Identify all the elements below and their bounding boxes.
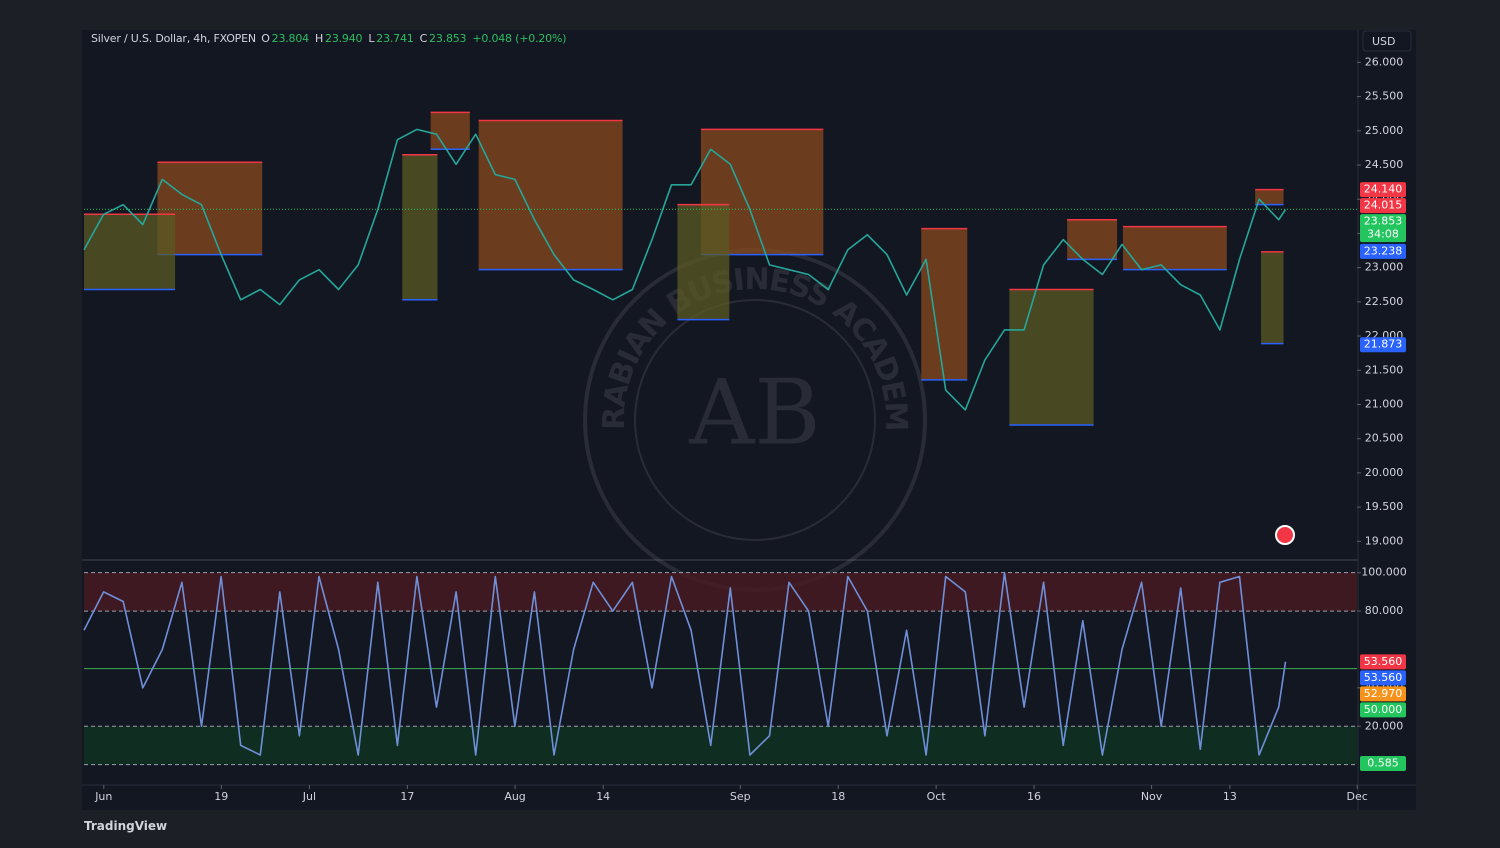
ohlc-key: O <box>261 32 270 45</box>
zone <box>478 120 623 270</box>
currency-box[interactable] <box>1362 30 1412 52</box>
x-tick-label: 16 <box>1027 790 1041 803</box>
x-tick-label: Dec <box>1347 790 1368 803</box>
symbol-title: Silver / U.S. Dollar, 4h, FXOPEN <box>91 32 256 45</box>
x-tick-label: Oct <box>927 790 947 803</box>
ohlc-value: 23.940 <box>325 32 363 45</box>
y-tick-label: 23.000 <box>1365 261 1404 274</box>
y-tick-label: 21.000 <box>1365 397 1404 410</box>
y-tick-label: 26.000 <box>1365 55 1404 68</box>
y-tick-label: 100.000 <box>1361 566 1407 579</box>
y-tick-label: 25.500 <box>1365 90 1404 103</box>
price-badge <box>1360 182 1406 198</box>
price-badge-label: 53.560 <box>1364 671 1403 684</box>
x-tick-label: Sep <box>730 790 751 803</box>
series-line <box>83 571 1287 756</box>
zone <box>921 228 968 380</box>
y-tick-label: 19.000 <box>1365 534 1404 547</box>
y-tick-label: 20.500 <box>1365 432 1404 445</box>
ohlc-key: L <box>368 32 375 45</box>
brand: TradingView <box>84 819 168 833</box>
y-tick-label: 22.500 <box>1365 295 1404 308</box>
x-tick-label: 19 <box>214 790 228 803</box>
price-badge-label: 0.585 <box>1367 757 1399 770</box>
watermark-logo: AB <box>688 360 820 465</box>
zone <box>402 154 438 300</box>
y-tick-label: 19.500 <box>1365 500 1404 513</box>
y-tick-label: 80.000 <box>1365 604 1404 617</box>
x-tick-label: Jul <box>302 790 316 803</box>
zone <box>84 214 176 290</box>
band <box>84 572 1357 612</box>
zone <box>1009 289 1094 425</box>
countdown: 34:08 <box>1367 228 1399 241</box>
price-badge-label: 24.140 <box>1364 183 1403 196</box>
x-tick-label: 17 <box>400 790 414 803</box>
zone <box>1261 251 1284 344</box>
price-badge <box>1360 337 1406 353</box>
price-badge <box>1360 702 1406 718</box>
ohlc-key: H <box>314 32 324 45</box>
event-icon[interactable] <box>1275 525 1295 545</box>
x-tick-label: 14 <box>596 790 610 803</box>
price-badge <box>1360 214 1406 243</box>
series-line <box>83 128 1287 411</box>
price-badge <box>1360 756 1406 772</box>
price-badge-label: 23.853 <box>1364 215 1403 228</box>
zone <box>430 112 470 150</box>
x-tick-label: 13 <box>1223 790 1237 803</box>
price-badge <box>1360 670 1406 686</box>
ohlc-value: 23.804 <box>271 32 309 45</box>
ohlc-key: C <box>419 32 428 45</box>
y-tick-label: 24.500 <box>1365 158 1404 171</box>
price-change: +0.048 (+0.20%) <box>472 32 567 45</box>
price-badge-label: 53.560 <box>1364 655 1403 668</box>
price-badge <box>1360 654 1406 670</box>
price-badge-label: 23.238 <box>1364 244 1403 257</box>
zone <box>677 204 730 320</box>
price-badge-label: 24.015 <box>1364 199 1403 212</box>
y-tick-label: 25.000 <box>1365 124 1404 137</box>
price-badge <box>1360 686 1406 702</box>
x-tick-label: Nov <box>1141 790 1163 803</box>
x-tick-label: Aug <box>504 790 525 803</box>
zone <box>1067 219 1118 260</box>
currency: USD <box>1372 35 1396 48</box>
y-tick-label: 21.500 <box>1365 363 1404 376</box>
zone <box>1122 226 1227 270</box>
band <box>84 726 1357 765</box>
ohlc-value: 23.741 <box>376 32 414 45</box>
y-tick-label: 20.000 <box>1365 466 1404 479</box>
price-badge-label: 50.000 <box>1364 703 1403 716</box>
price-badge-label: 21.873 <box>1364 338 1403 351</box>
zone <box>1255 189 1284 205</box>
x-tick-label: Jun <box>94 790 112 803</box>
price-badge <box>1360 198 1406 214</box>
ohlc-value: 23.853 <box>429 32 467 45</box>
price-badge <box>1360 243 1406 259</box>
legend-header: Silver / U.S. Dollar, 4h, FXOPEN O 23.804… <box>91 32 572 45</box>
x-tick-label: 18 <box>831 790 845 803</box>
watermark-ring <box>634 299 876 541</box>
y-tick-label: 20.000 <box>1365 719 1404 732</box>
price-badge-label: 52.970 <box>1364 687 1403 700</box>
